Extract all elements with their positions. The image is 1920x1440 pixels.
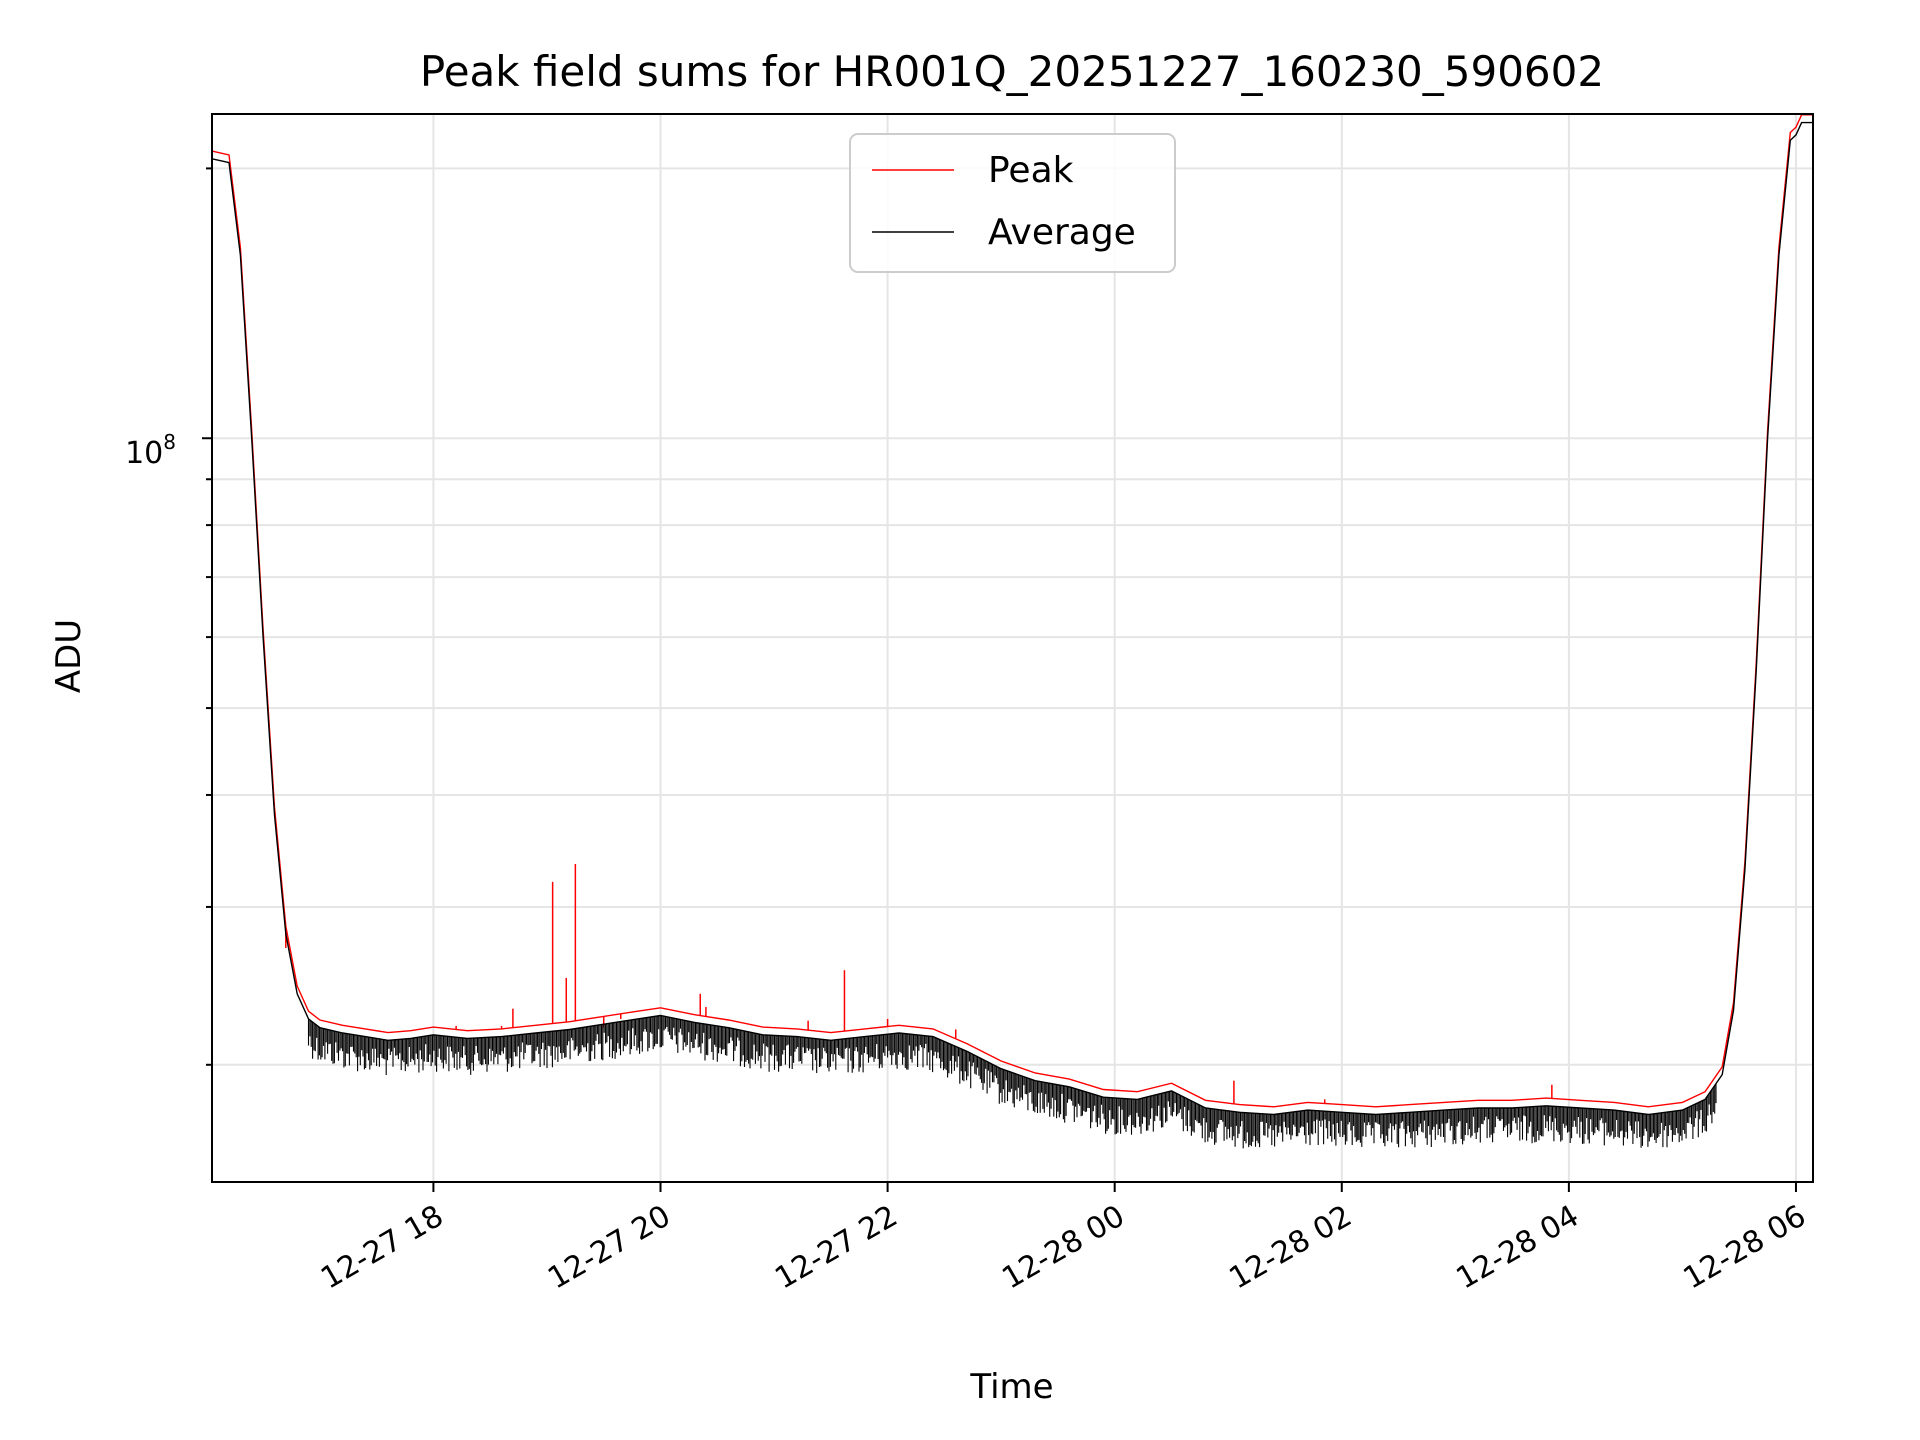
y-tick-label-major: 108 (125, 430, 176, 471)
y-tick-base: 10 (125, 436, 163, 471)
y-tick-exponent: 8 (163, 430, 176, 454)
y-axis-label: ADU (49, 619, 89, 693)
ticks (202, 167, 1797, 1192)
legend: Peak Average (849, 133, 1176, 273)
grid (212, 114, 1813, 1182)
plot-frame (211, 113, 1814, 1183)
x-axis-label: Time (969, 1367, 1053, 1407)
peak-series-line (211, 114, 1813, 1108)
legend-label-average: Average (988, 212, 1136, 253)
series-layer (211, 114, 1813, 1149)
average-noise (307, 1015, 1717, 1149)
legend-label-peak: Peak (988, 150, 1074, 191)
legend-box (849, 133, 1176, 273)
chart-title: Peak field sums for HR001Q_20251227_1602… (420, 47, 1604, 96)
